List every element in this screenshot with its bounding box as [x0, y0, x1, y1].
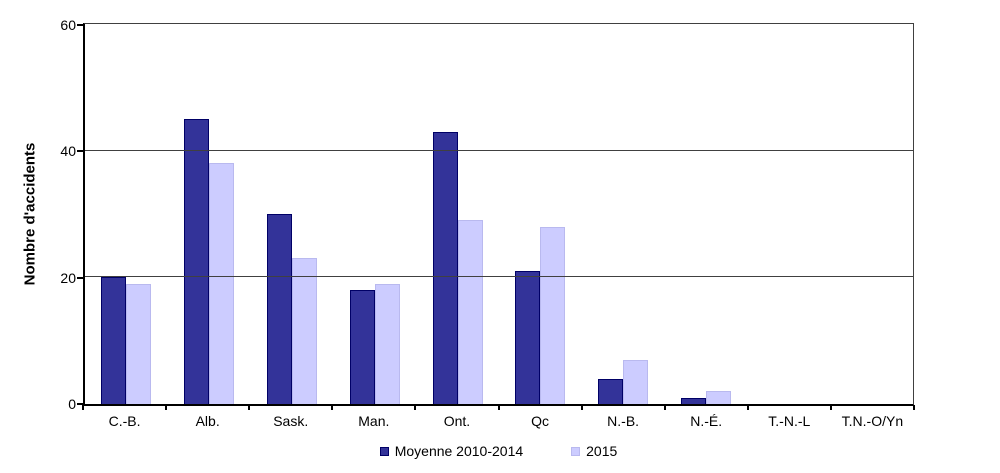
bar-Moyenne 2010-2014-C.-B.	[101, 277, 127, 404]
x-axis-label-Ont.: Ont.	[443, 413, 471, 429]
bar-Moyenne 2010-2014-Alb.	[184, 119, 210, 404]
bar-2015-Qc	[540, 226, 566, 404]
plot-area	[83, 23, 914, 406]
bar-group-Alb.	[168, 24, 251, 404]
y-tick-label-0: 0	[68, 396, 76, 412]
bar-Moyenne 2010-2014-Ont.	[432, 131, 458, 404]
x-tick-mark-7	[664, 405, 666, 410]
x-axis-label-C.-B.: C.-B.	[108, 413, 141, 429]
y-tick-label-60: 60	[60, 17, 76, 33]
bar-Moyenne 2010-2014-Sask.	[266, 214, 292, 404]
bar-Moyenne 2010-2014-N.-É.	[680, 397, 706, 404]
legend-item-2015: 2015	[571, 442, 617, 460]
bar-2015-C.-B.	[126, 283, 152, 404]
x-tick-mark-3	[331, 405, 333, 410]
x-axis-label-Qc: Qc	[531, 413, 549, 429]
bar-Moyenne 2010-2014-N.-B.	[598, 378, 624, 404]
bar-2015-Ont.	[457, 220, 483, 404]
bar-group-N.-B.	[582, 24, 665, 404]
x-tick-mark-9	[830, 405, 832, 410]
bar-Moyenne 2010-2014-Qc	[515, 271, 541, 404]
legend: Moyenne 2010-2014 2015	[83, 441, 914, 461]
bar-2015-N.-É.	[705, 391, 731, 404]
x-tick-mark-10	[913, 405, 915, 410]
bar-2015-N.-B.	[623, 359, 649, 404]
legend-marker-icon	[571, 446, 581, 456]
bar-group-N.-É.	[665, 24, 748, 404]
x-axis-label-Alb.: Alb.	[195, 413, 220, 429]
y-tick-mark-20	[77, 276, 84, 279]
x-axis-label-Sask.: Sask.	[273, 413, 309, 429]
x-tick-mark-0	[82, 405, 84, 410]
x-tick-mark-6	[581, 405, 583, 410]
legend-label: Moyenne 2010-2014	[394, 443, 524, 459]
bar-2015-Man.	[374, 283, 400, 404]
x-axis-label-T.-N.-L: T.-N.-L	[768, 413, 811, 429]
x-axis-labels: C.-B. Alb. Sask. Man. Ont. Qc N.-B. N.-É. T.-N.-…	[83, 412, 914, 430]
bar-Moyenne 2010-2014-Man.	[349, 290, 375, 404]
y-tick-label-40: 40	[60, 143, 76, 160]
y-tick-label-20: 20	[60, 269, 76, 286]
bar-group-Ont.	[416, 24, 499, 404]
x-axis-label-N.-B.: N.-B.	[607, 413, 640, 429]
x-tick-mark-1	[165, 405, 167, 410]
bar-group-T.-N.-L	[747, 24, 830, 404]
gridline-y-20	[85, 276, 913, 278]
legend-label: 2015	[586, 443, 618, 459]
x-tick-mark-5	[498, 405, 500, 410]
x-axis-label-T.N.-O/Yn: T.N.-O/Yn	[841, 413, 904, 429]
x-tick-mark-2	[248, 405, 250, 410]
legend-marker-icon	[379, 446, 389, 456]
gridline-y-40	[85, 149, 913, 151]
x-axis-label-Man.: Man.	[358, 413, 390, 429]
y-tick-mark-60	[77, 24, 84, 26]
bar-group-Man.	[333, 24, 416, 404]
x-axis-label-N.-É.: N.-É.	[690, 413, 723, 429]
y-tick-mark-40	[77, 150, 84, 153]
bar-2015-Alb.	[209, 163, 235, 404]
bar-group-C.-B.	[85, 24, 168, 404]
bar-2015-Sask.	[291, 258, 317, 404]
x-tick-mark-4	[414, 405, 416, 410]
bar-group-Qc	[499, 24, 582, 404]
x-tick-mark-8	[747, 405, 749, 410]
bar-group-Sask.	[251, 24, 334, 404]
bars-container	[85, 24, 913, 404]
y-tick-mark-0	[77, 403, 84, 405]
legend-item-Moyenne 2010-2014: Moyenne 2010-2014	[379, 442, 524, 460]
y-axis-title: Nombre d'accidents	[21, 142, 39, 286]
bar-group-T.N.-O/Yn	[830, 24, 913, 404]
